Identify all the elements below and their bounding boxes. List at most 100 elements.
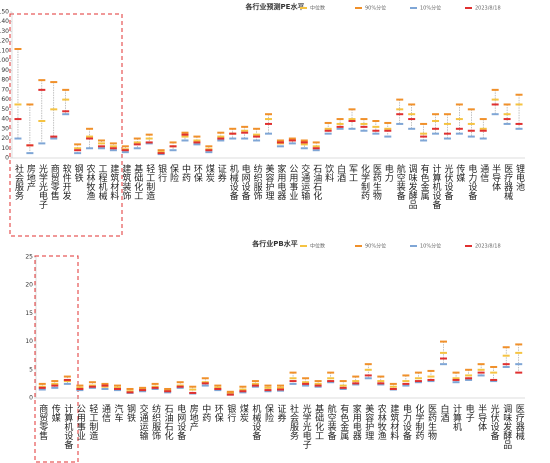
x-tick-label: 软件开发: [61, 163, 72, 201]
y-tick-label: 60: [1, 96, 9, 103]
x-tick-label: 航空装备: [395, 163, 406, 200]
x-tick-label: 计算机设备: [431, 163, 442, 209]
x-tick-label: 证券: [216, 164, 227, 183]
x-tick-label: 基础化工: [132, 163, 143, 200]
x-tick-label: 工程机械: [96, 164, 107, 201]
legend-label: 10%分位: [420, 5, 441, 12]
x-tick-label: 建筑材料: [388, 403, 399, 441]
y-tick-label: 50: [1, 106, 9, 113]
x-tick-label: 汽车: [113, 403, 124, 423]
x-tick-label: 航空装备: [326, 403, 337, 440]
x-tick-label: 半导体: [490, 163, 501, 192]
y-tick-label: 30: [1, 125, 9, 132]
highlight-box: [9, 13, 123, 237]
x-tick-label: 光伏设备: [489, 403, 500, 440]
chart-title: 各行业预测PE水平: [245, 2, 305, 11]
x-tick-label: 电力: [383, 163, 394, 183]
x-tick-label: 计算机设备: [62, 403, 73, 449]
x-tick-label: 机械设备: [250, 403, 261, 440]
legend-label: 中位数: [310, 5, 325, 12]
y-tick-label: 70: [1, 86, 9, 93]
x-tick-label: 农林牧渔: [376, 403, 387, 440]
y-tick-label: 130: [0, 28, 9, 35]
y-tick-label: 0: [5, 155, 9, 162]
x-tick-label: 化学制药: [359, 163, 370, 201]
x-tick-label: 商贸零售: [49, 163, 60, 201]
legend-label: 中位数: [310, 243, 325, 250]
x-tick-label: 电力设备: [466, 163, 477, 200]
x-tick-label: 保险: [168, 163, 179, 183]
x-tick-label: 房地产: [25, 163, 35, 192]
x-tick-label: 环保: [213, 404, 224, 423]
y-tick-label: 100: [0, 57, 9, 64]
x-tick-label: 银行: [225, 403, 236, 423]
x-tick-label: 纺织服饰: [150, 403, 161, 441]
x-tick-label: 半导体: [476, 403, 487, 432]
y-tick-label: 80: [1, 77, 9, 84]
x-tick-label: 商贸零售: [37, 403, 48, 441]
x-tick-label: 石油石化: [311, 164, 322, 201]
x-tick-label: 光伏设备: [442, 163, 453, 200]
y-tick-label: 25: [25, 254, 33, 261]
x-tick-label: 交通运输: [138, 403, 149, 441]
x-tick-label: 调味发酵品: [501, 404, 512, 450]
x-tick-label: 煤炭: [238, 403, 249, 423]
y-tick-label: 140: [0, 18, 9, 25]
x-tick-label: 煤炭: [204, 163, 215, 183]
x-tick-label: 公用事业: [75, 404, 86, 440]
x-tick-label: 家用电器: [351, 403, 362, 440]
y-tick-label: 20: [1, 135, 9, 142]
legend-label: 90%分位: [365, 5, 386, 12]
x-tick-label: 证券: [276, 404, 287, 423]
x-tick-label: 医疗器械: [514, 404, 525, 441]
x-tick-label: 白酒: [335, 163, 346, 183]
x-tick-label: 计算机: [451, 403, 462, 432]
y-tick-label: 40: [1, 116, 9, 123]
x-tick-label: 公用事业: [287, 164, 298, 200]
x-tick-label: 社会服务: [13, 163, 24, 201]
x-tick-label: 机械设备: [228, 163, 239, 200]
highlight-box: [34, 255, 79, 463]
x-tick-label: 钢铁: [125, 403, 136, 423]
x-tick-label: 中药: [180, 163, 191, 183]
legend-label: 90%分位: [365, 243, 386, 250]
x-tick-label: 社会服务: [288, 403, 299, 441]
x-tick-label: 调味发酵品: [407, 164, 418, 210]
x-tick-label: 电网设备: [175, 403, 186, 440]
x-tick-label: 交通运输: [299, 163, 310, 201]
x-tick-label: 美容护理: [264, 163, 275, 200]
y-tick-label: 0: [29, 395, 33, 402]
x-tick-label: 有色金属: [338, 403, 349, 441]
y-tick-label: 10: [25, 338, 33, 345]
y-tick-label: 5: [29, 366, 33, 373]
x-tick-label: 基础化工: [313, 403, 324, 440]
y-tick-label: 20: [25, 282, 33, 289]
x-tick-label: 农林牧渔: [85, 163, 96, 200]
x-tick-label: 白酒: [439, 403, 450, 423]
x-tick-label: 饮料: [323, 163, 334, 183]
x-tick-label: 电网设备: [240, 163, 251, 200]
x-tick-label: 保险: [263, 403, 274, 423]
legend-label: 2023/8/18: [475, 244, 501, 250]
x-tick-label: 轻工制造: [144, 163, 155, 201]
legend-label: 10%分位: [420, 243, 441, 250]
y-tick-label: 10: [1, 145, 9, 152]
x-tick-label: 化学制药: [413, 403, 424, 441]
x-tick-label: 石油石化: [163, 404, 174, 441]
x-tick-label: 电子: [464, 403, 475, 422]
x-tick-label: 环保: [192, 164, 203, 183]
x-tick-label: 通信: [100, 404, 111, 423]
x-tick-label: 锂电池: [514, 163, 525, 191]
chart-title: 各行业PB水平: [251, 239, 297, 248]
x-tick-label: 医药生物: [426, 404, 437, 441]
x-tick-label: 建筑装饰: [120, 163, 131, 201]
x-tick-label: 有色金属: [419, 163, 430, 201]
x-tick-label: 传媒: [454, 163, 465, 183]
x-tick-label: 建筑材料: [108, 163, 119, 201]
x-tick-label: 医疗器械: [502, 164, 512, 201]
x-tick-label: 美容护理: [363, 403, 374, 440]
x-tick-label: 纺织服饰: [252, 163, 263, 201]
y-tick-label: 15: [25, 310, 33, 317]
y-tick-label: 120: [0, 38, 9, 45]
